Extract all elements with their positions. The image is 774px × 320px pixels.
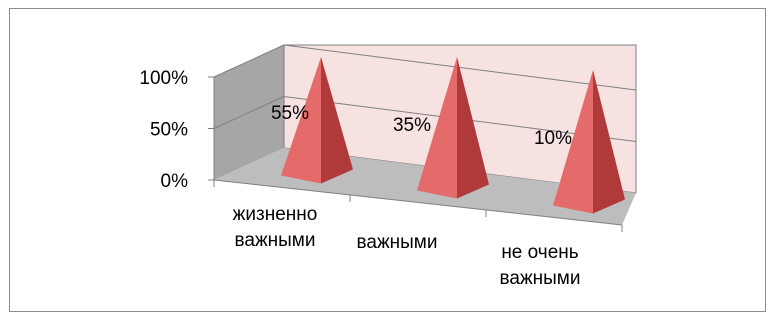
data-label: 10% <box>534 128 572 149</box>
data-label: 35% <box>393 115 431 136</box>
pyramid-mark <box>553 70 625 214</box>
pyramid-series <box>281 57 625 214</box>
category-labels: жизненно важными важными не очень важными <box>233 204 581 289</box>
category-label: важными <box>357 232 438 253</box>
y-axis-tick-labels: 0% 50% 100% <box>139 68 188 192</box>
pyramid-front-face <box>417 57 457 199</box>
pyramid-side-face <box>321 57 353 184</box>
pyramid-side-face <box>457 57 489 199</box>
y-tick-label: 0% <box>161 171 189 192</box>
pyramid-mark <box>417 57 489 199</box>
y-tick-label: 100% <box>139 68 188 89</box>
pyramid-mark <box>281 57 353 184</box>
x-axis-line <box>213 179 623 226</box>
data-labels: 55% 35% 10% <box>271 103 572 149</box>
pyramid-front-face <box>281 57 321 184</box>
axes <box>208 76 623 232</box>
category-label: не очень важными <box>500 242 581 289</box>
category-label: жизненно важными <box>233 204 318 251</box>
side-gridline <box>213 96 285 129</box>
pyramid-front-face <box>553 70 593 214</box>
y-tick-label: 50% <box>150 120 188 141</box>
back-gridline <box>283 44 637 91</box>
side-gridline <box>213 44 285 78</box>
pyramid-side-face <box>593 70 625 214</box>
data-label: 55% <box>271 103 309 124</box>
